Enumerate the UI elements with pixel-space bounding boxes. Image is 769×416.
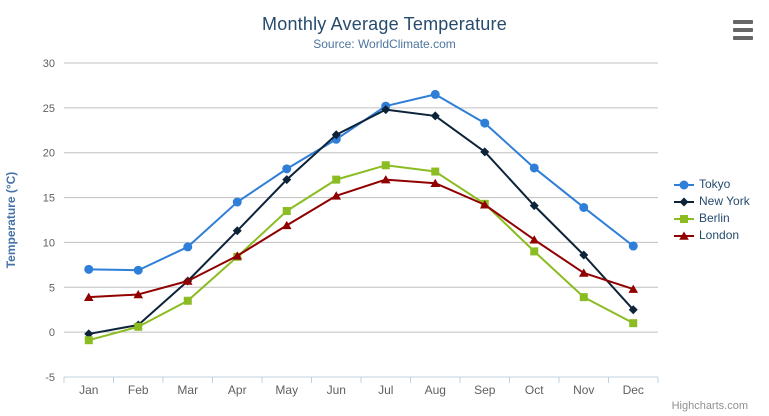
- series-point-tokyo[interactable]: [232, 197, 242, 207]
- series-point-tokyo[interactable]: [430, 89, 440, 99]
- series-point-tokyo[interactable]: [282, 164, 292, 174]
- series-point-london[interactable]: [281, 220, 292, 230]
- hamburger-menu-icon: [733, 20, 753, 24]
- series-point-london[interactable]: [479, 200, 490, 209]
- series-point-london[interactable]: [331, 191, 342, 200]
- series-point-tokyo[interactable]: [183, 242, 193, 252]
- hamburger-menu-icon: [733, 36, 753, 40]
- chart-title: Monthly Average Temperature: [262, 14, 507, 34]
- series-point-tokyo[interactable]: [529, 163, 539, 173]
- series-point-berlin[interactable]: [282, 207, 291, 216]
- series-point-berlin[interactable]: [381, 161, 390, 170]
- series-point-berlin[interactable]: [431, 167, 440, 176]
- y-axis-tick-label: 5: [49, 282, 55, 294]
- legend-label: New York: [699, 194, 750, 208]
- series-point-tokyo[interactable]: [628, 241, 638, 251]
- legend-diamond-icon: [674, 197, 694, 206]
- series-point-new-york[interactable]: [331, 130, 341, 140]
- chart-subtitle: Source: WorldClimate.com: [313, 37, 456, 51]
- series-point-london[interactable]: [380, 175, 391, 184]
- series-point-tokyo[interactable]: [84, 264, 94, 274]
- legend-triangle-icon: [674, 231, 694, 240]
- legend-marker-london[interactable]: [679, 231, 689, 240]
- series-point-berlin[interactable]: [134, 322, 143, 331]
- series-point-new-york[interactable]: [381, 105, 391, 115]
- legend-item-berlin[interactable]: Berlin: [674, 212, 750, 225]
- x-axis-tick-label: Nov: [573, 383, 594, 397]
- series-point-new-york[interactable]: [480, 147, 490, 157]
- x-axis-tick-label: Oct: [525, 383, 544, 397]
- series-line-berlin[interactable]: [87, 164, 635, 342]
- series-point-london[interactable]: [578, 268, 589, 277]
- series-point-london[interactable]: [628, 284, 639, 293]
- series-point-london[interactable]: [529, 235, 540, 244]
- legend-item-london[interactable]: London: [674, 229, 750, 242]
- legend-item-new-york[interactable]: New York: [674, 195, 750, 208]
- x-axis-tick-label: Jul: [378, 383, 393, 397]
- legend-marker-new-york[interactable]: [679, 197, 689, 206]
- y-axis-tick-label: 20: [43, 148, 55, 160]
- y-axis-tick-label: 10: [43, 237, 55, 249]
- series-point-tokyo[interactable]: [480, 118, 490, 128]
- legend-square-icon: [674, 214, 694, 223]
- x-axis-tick-label: Jun: [327, 383, 346, 397]
- x-axis-tick-label: Dec: [623, 383, 644, 397]
- series-point-berlin[interactable]: [332, 175, 341, 184]
- series-point-london[interactable]: [133, 289, 144, 299]
- series-point-berlin[interactable]: [183, 296, 192, 305]
- legend-marker-berlin[interactable]: [680, 214, 688, 223]
- series-point-new-york[interactable]: [430, 111, 440, 121]
- series-point-berlin[interactable]: [579, 293, 588, 302]
- series-point-new-york[interactable]: [628, 305, 638, 315]
- x-axis-tick-label: May: [275, 383, 298, 397]
- legend-label: Tokyo: [699, 177, 731, 191]
- y-axis-tick-label: 0: [49, 327, 55, 339]
- credits-link[interactable]: Highcharts.com: [671, 400, 748, 412]
- series-point-london[interactable]: [182, 276, 193, 285]
- series-point-new-york[interactable]: [529, 201, 539, 211]
- export-menu-button[interactable]: [733, 20, 754, 40]
- y-axis-tick-label: 30: [43, 58, 55, 70]
- x-axis-tick-label: Sep: [474, 383, 496, 397]
- legend: Tokyo New York Berlin London: [674, 178, 750, 242]
- series-point-tokyo[interactable]: [579, 202, 589, 212]
- x-axis-tick-label: Aug: [425, 383, 446, 397]
- x-axis-tick-label: Jan: [79, 383, 98, 397]
- series-line-london[interactable]: [87, 178, 635, 299]
- y-axis-tick-label: 15: [43, 193, 55, 205]
- y-axis-title: Temperature (°C): [4, 172, 18, 269]
- series-point-london[interactable]: [232, 251, 243, 260]
- x-axis-tick-label: Apr: [228, 383, 247, 397]
- hamburger-menu-icon: [733, 28, 753, 32]
- series-line-new-york[interactable]: [87, 108, 635, 335]
- series-point-new-york[interactable]: [579, 250, 589, 260]
- series-point-new-york[interactable]: [84, 329, 94, 339]
- x-axis-tick-label: Mar: [177, 383, 198, 397]
- series-point-berlin[interactable]: [84, 336, 93, 345]
- series-point-london[interactable]: [430, 178, 441, 188]
- series-point-london[interactable]: [83, 292, 94, 301]
- series-point-tokyo[interactable]: [133, 265, 143, 275]
- series-point-berlin[interactable]: [530, 247, 539, 256]
- series-point-new-york[interactable]: [232, 226, 242, 236]
- y-axis-tick-label: 25: [43, 103, 55, 115]
- series-point-new-york[interactable]: [282, 175, 292, 185]
- legend-marker-tokyo[interactable]: [679, 180, 689, 189]
- x-axis-tick-label: Feb: [128, 383, 149, 397]
- legend-item-tokyo[interactable]: Tokyo: [674, 178, 750, 191]
- series-point-berlin[interactable]: [629, 319, 638, 328]
- series-line-tokyo[interactable]: [87, 93, 635, 272]
- legend-label: Berlin: [699, 211, 730, 225]
- y-axis-tick-label: -5: [45, 372, 55, 384]
- legend-label: London: [699, 228, 740, 242]
- legend-circle-icon: [674, 180, 694, 189]
